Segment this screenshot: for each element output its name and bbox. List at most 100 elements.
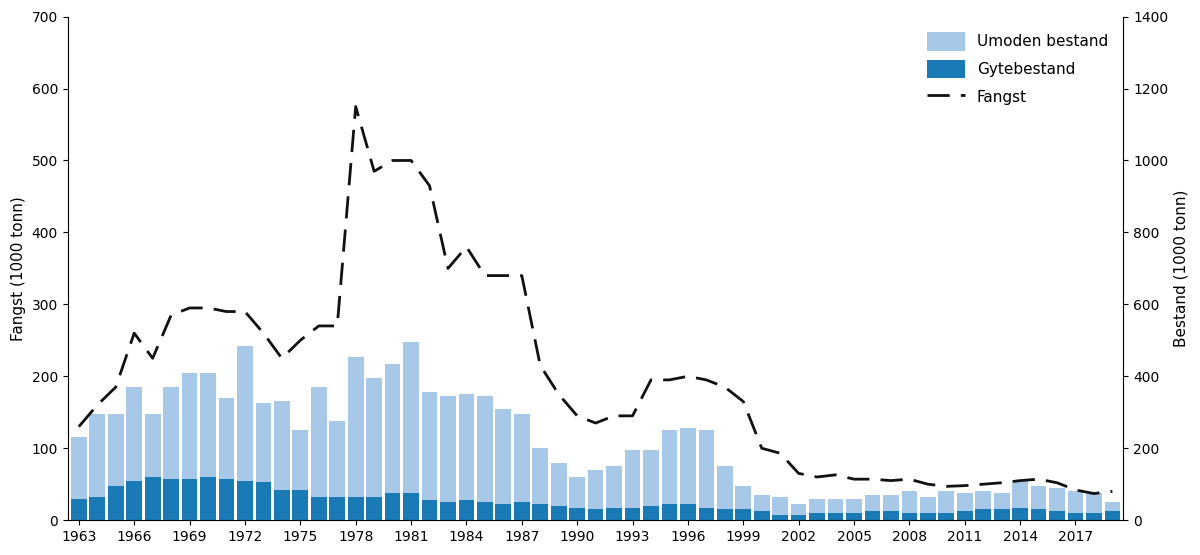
Bar [293, 490, 308, 520]
Bar [145, 414, 161, 477]
Bar [440, 396, 456, 502]
Bar [1068, 513, 1084, 520]
Bar [1013, 508, 1028, 520]
Bar [956, 493, 973, 511]
Bar [311, 497, 326, 520]
Bar [1031, 486, 1046, 509]
Bar [311, 387, 326, 497]
Bar [625, 450, 641, 508]
Bar [1013, 481, 1028, 508]
Bar [901, 513, 917, 520]
Bar [256, 403, 271, 482]
Bar [348, 497, 364, 520]
Bar [773, 515, 788, 520]
Bar [901, 491, 917, 513]
Bar [145, 477, 161, 520]
Bar [1031, 509, 1046, 520]
Bar [514, 414, 529, 502]
Bar [163, 387, 179, 479]
Bar [773, 497, 788, 515]
Bar [385, 364, 401, 493]
Bar [994, 493, 1009, 509]
Bar [496, 408, 511, 504]
Bar [458, 501, 474, 520]
Bar [791, 515, 806, 520]
Bar [533, 448, 548, 504]
Bar [1049, 511, 1064, 520]
Bar [1049, 488, 1064, 511]
Bar [698, 508, 714, 520]
Bar [514, 502, 529, 520]
Bar [163, 479, 179, 520]
Bar [533, 504, 548, 520]
Bar [458, 394, 474, 501]
Bar [883, 511, 899, 520]
Bar [108, 414, 124, 486]
Bar [754, 511, 769, 520]
Bar [846, 498, 862, 513]
Bar [329, 497, 346, 520]
Bar [256, 482, 271, 520]
Bar [200, 373, 216, 477]
Bar [791, 504, 806, 515]
Bar [385, 493, 401, 520]
Bar [736, 486, 751, 509]
Bar [238, 481, 253, 520]
Bar [736, 509, 751, 520]
Bar [348, 356, 364, 497]
Y-axis label: Bestand (1000 tonn): Bestand (1000 tonn) [1174, 190, 1189, 347]
Bar [1104, 511, 1121, 520]
Bar [716, 509, 733, 520]
Bar [366, 378, 382, 497]
Bar [90, 414, 106, 497]
Bar [181, 373, 198, 479]
Bar [1086, 513, 1102, 520]
Bar [421, 501, 437, 520]
Bar [218, 479, 234, 520]
Bar [716, 466, 733, 509]
Bar [625, 508, 641, 520]
Bar [569, 477, 586, 508]
Bar [846, 513, 862, 520]
Bar [108, 486, 124, 520]
Y-axis label: Fangst (1000 tonn): Fangst (1000 tonn) [11, 196, 26, 341]
Bar [126, 481, 142, 520]
Bar [865, 511, 881, 520]
Bar [181, 479, 198, 520]
Bar [1104, 502, 1121, 511]
Bar [329, 421, 346, 497]
Legend: Umoden bestand, Gytebestand, Fangst: Umoden bestand, Gytebestand, Fangst [919, 24, 1116, 114]
Bar [956, 511, 973, 520]
Bar [828, 498, 844, 513]
Bar [126, 387, 142, 481]
Bar [809, 498, 824, 513]
Bar [1086, 493, 1102, 513]
Bar [71, 498, 86, 520]
Bar [478, 502, 493, 520]
Bar [920, 497, 936, 513]
Bar [994, 509, 1009, 520]
Bar [274, 490, 289, 520]
Bar [1068, 491, 1084, 513]
Bar [680, 428, 696, 504]
Bar [588, 509, 604, 520]
Bar [865, 495, 881, 511]
Bar [883, 495, 899, 511]
Bar [218, 398, 234, 479]
Bar [680, 504, 696, 520]
Bar [366, 497, 382, 520]
Bar [938, 513, 954, 520]
Bar [551, 506, 566, 520]
Bar [71, 437, 86, 498]
Bar [478, 396, 493, 502]
Bar [569, 508, 586, 520]
Bar [588, 470, 604, 509]
Bar [238, 346, 253, 481]
Bar [920, 513, 936, 520]
Bar [661, 430, 677, 504]
Bar [976, 509, 991, 520]
Bar [698, 430, 714, 508]
Bar [976, 491, 991, 509]
Bar [643, 450, 659, 506]
Bar [200, 477, 216, 520]
